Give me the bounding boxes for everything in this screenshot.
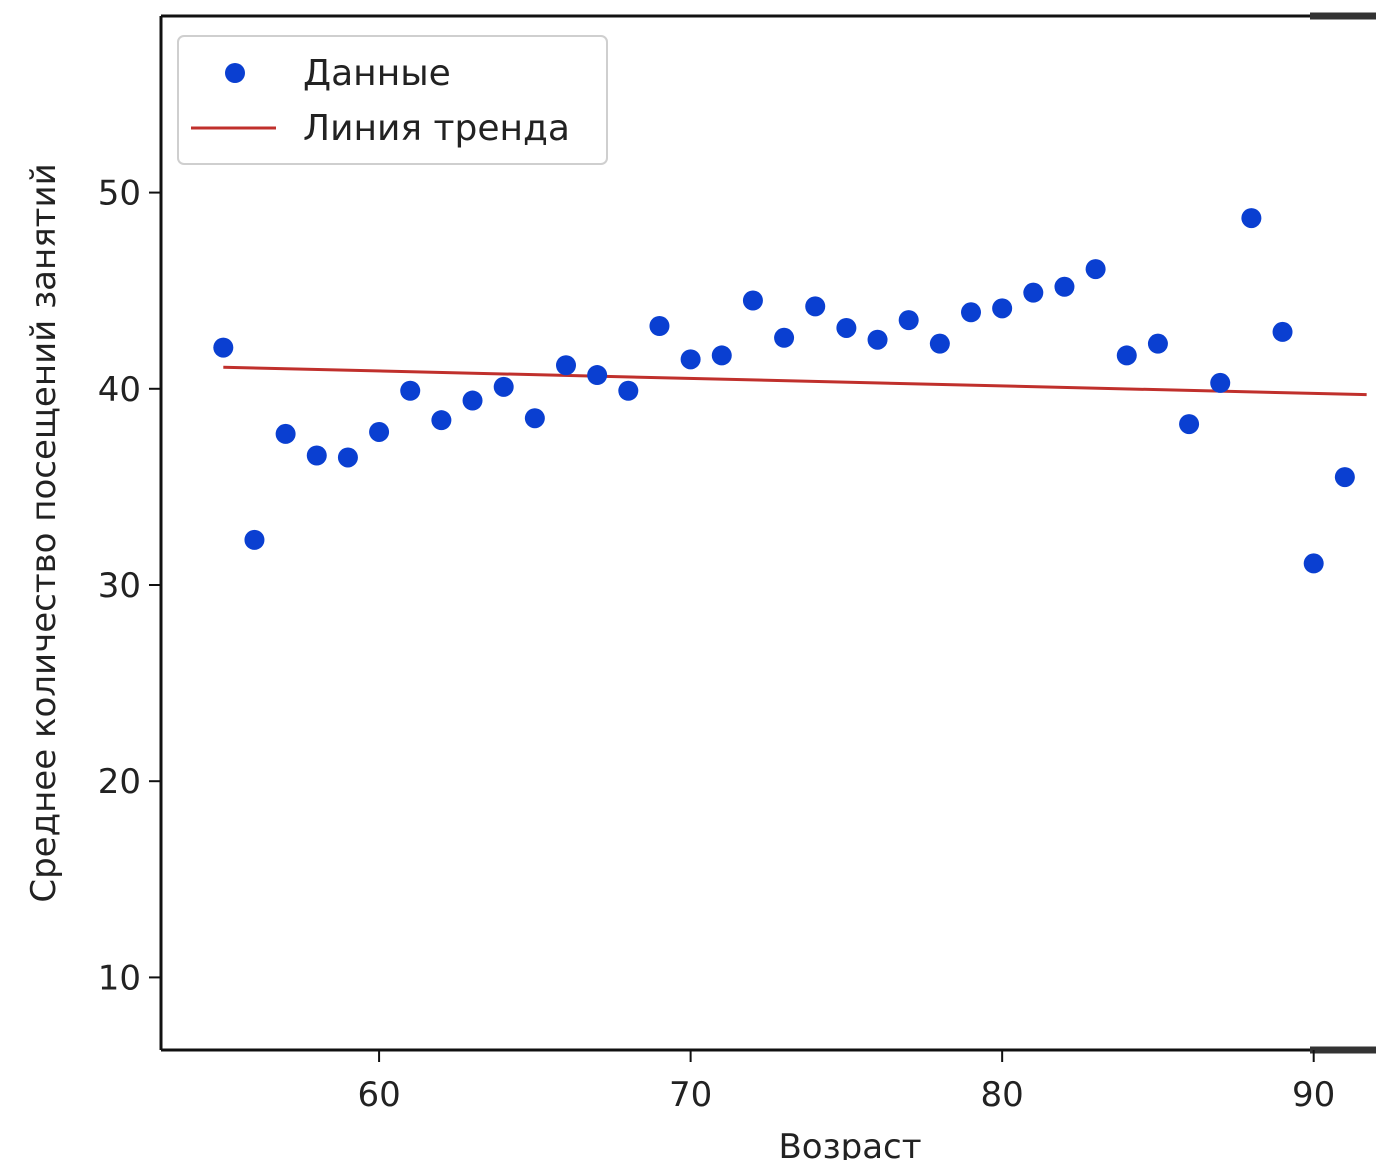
data-point [1210, 372, 1231, 393]
data-point [244, 529, 265, 550]
data-point [1085, 259, 1106, 280]
legend-label-trend: Линия тренда [303, 108, 570, 149]
data-point [1334, 467, 1355, 488]
y-tick-label: 10 [98, 958, 141, 998]
data-point [649, 316, 670, 337]
data-point [961, 302, 981, 323]
y-tick-label: 40 [98, 370, 141, 410]
y-tick-label: 50 [98, 174, 141, 214]
data-point [1147, 333, 1168, 354]
data-point [1054, 276, 1075, 297]
legend-marker-data [225, 63, 245, 83]
y-tick-label: 20 [98, 762, 141, 802]
data-point [836, 317, 857, 338]
x-axis-label: Возраст [778, 1127, 921, 1160]
data-point [275, 423, 296, 444]
data-point [929, 333, 950, 354]
legend-box [177, 35, 608, 165]
data-point [493, 376, 514, 397]
trend-line [223, 365, 1367, 397]
legend: Данные Линия тренда [177, 35, 608, 165]
legend-label-data: Данные [303, 53, 451, 94]
y-tick-label: 30 [98, 566, 141, 606]
data-point [711, 345, 732, 366]
data-points [213, 208, 1355, 574]
y-axis-label: Среднее количество посещений занятий [24, 163, 64, 902]
data-point [618, 380, 639, 401]
data-point [556, 355, 576, 376]
data-point [680, 349, 701, 370]
data-point [898, 310, 919, 331]
data-point [213, 337, 234, 358]
data-point [1116, 345, 1137, 366]
x-tick-label: 70 [669, 1075, 712, 1115]
data-point [992, 298, 1013, 319]
data-point [524, 408, 545, 429]
data-point [306, 445, 327, 466]
data-point [805, 296, 826, 317]
data-point [431, 410, 452, 431]
axis-ticks: 60 70 80 90 10 20 30 40 50 [98, 174, 1336, 1115]
data-point [1303, 553, 1324, 574]
data-point [337, 447, 358, 468]
data-point [1272, 321, 1293, 342]
trend-line-group [223, 365, 1367, 397]
data-point [1241, 208, 1262, 229]
data-point [774, 327, 795, 348]
data-point [742, 290, 763, 311]
data-point [369, 421, 390, 442]
data-point [1179, 414, 1200, 435]
data-point [867, 329, 888, 350]
x-tick-label: 60 [357, 1075, 400, 1115]
x-tick-label: 80 [981, 1075, 1024, 1115]
data-point [462, 390, 483, 411]
data-point [400, 380, 421, 401]
data-point [587, 365, 608, 386]
x-tick-label: 90 [1292, 1075, 1335, 1115]
data-point [1023, 282, 1044, 303]
